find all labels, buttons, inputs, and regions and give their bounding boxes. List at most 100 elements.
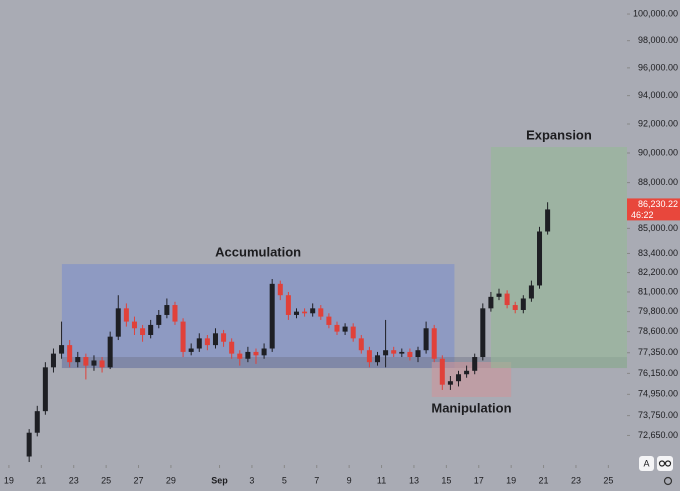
candle-body — [407, 351, 413, 358]
y-tick-label: 79,800.00 — [638, 306, 678, 316]
x-tick-label: 9 — [347, 475, 352, 485]
zone-label: Manipulation — [431, 400, 511, 415]
y-tick-label: 81,000.00 — [638, 286, 678, 296]
settings-icon[interactable] — [663, 476, 673, 486]
candle-body — [91, 360, 97, 366]
candle-body — [221, 333, 227, 342]
candle-body — [212, 333, 218, 346]
x-tick-label: 21 — [539, 475, 549, 485]
x-tick-label: 7 — [314, 475, 319, 485]
x-tick-label: 19 — [4, 475, 14, 485]
candle-body — [520, 298, 526, 310]
price-tag — [627, 198, 680, 221]
y-tick-label: 78,600.00 — [638, 326, 678, 336]
candle-body — [374, 355, 381, 363]
candle-body — [26, 432, 32, 457]
candle-body — [123, 308, 129, 322]
candle-body — [528, 285, 534, 299]
log-icon — [664, 460, 672, 467]
log-icon — [658, 460, 666, 467]
candle-body — [261, 348, 267, 356]
x-tick-label: 25 — [101, 475, 111, 485]
x-tick-label: 11 — [377, 475, 386, 485]
scale-button-label: A — [643, 458, 649, 468]
y-tick-label: 83,400.00 — [638, 248, 678, 258]
axes: 100,000.00 98,000.00 96,000.00 94,000.00 92,… — [4, 8, 680, 485]
x-tick-label: 23 — [571, 475, 581, 485]
zone-label: Expansion — [526, 127, 592, 142]
candle-body — [204, 338, 210, 346]
candle-body — [415, 350, 421, 358]
x-tick-label: 23 — [69, 475, 79, 485]
y-tick-label: 98,000.00 — [638, 35, 678, 45]
candle-body — [310, 308, 316, 314]
candle-body — [253, 351, 259, 356]
candles — [26, 202, 551, 463]
y-tick-label: 90,000.00 — [638, 147, 678, 157]
candle-body — [107, 336, 113, 368]
candle-body — [350, 326, 356, 339]
candle-body — [431, 328, 437, 359]
candle-body — [229, 341, 235, 354]
candle-body — [480, 308, 486, 358]
candle-body — [464, 370, 470, 375]
price-tag-label: 86,230.22 — [638, 199, 678, 209]
x-tick-label: 19 — [506, 475, 516, 485]
x-tick-label: Sep — [211, 475, 228, 485]
zone-label: Accumulation — [215, 245, 301, 260]
candle-body — [512, 305, 518, 310]
candle-body — [83, 357, 89, 366]
candle-body — [172, 305, 178, 322]
candle-body — [334, 324, 340, 332]
x-tick-label: 17 — [474, 475, 484, 485]
x-tick-label: 25 — [603, 475, 613, 485]
x-tick-label: 27 — [134, 475, 144, 485]
candle-body — [180, 321, 186, 352]
candle-body — [148, 324, 154, 335]
candle-body — [455, 374, 462, 382]
candle-body — [59, 345, 65, 354]
candle-body — [439, 358, 445, 385]
candle-body — [496, 293, 502, 297]
candle-body — [504, 293, 510, 306]
candle-body — [383, 350, 389, 356]
x-tick-label: 15 — [441, 475, 451, 485]
candle-body — [423, 328, 429, 351]
candle-body — [318, 308, 324, 317]
candle-body — [196, 338, 202, 349]
x-tick-label: 13 — [409, 475, 419, 485]
candle-body — [156, 314, 162, 325]
y-tick-label: 92,000.00 — [638, 118, 678, 128]
y-tick-label: 82,200.00 — [638, 267, 678, 277]
candle-body — [188, 348, 194, 352]
candle-body — [366, 350, 372, 363]
y-tick-label: 72,650.00 — [638, 430, 678, 440]
zone — [490, 147, 627, 369]
candle-body — [140, 328, 146, 335]
y-tick-label: 94,000.00 — [638, 90, 678, 100]
candle-body — [34, 411, 40, 433]
y-tick-label: 88,000.00 — [638, 177, 678, 187]
y-tick-label: 85,000.00 — [638, 223, 678, 233]
candle-body — [67, 345, 73, 363]
candle-body — [277, 283, 283, 296]
y-tick-label: 73,750.00 — [638, 410, 678, 420]
x-tick-label: 21 — [36, 475, 46, 485]
candle-body — [342, 326, 348, 332]
candle-body — [115, 308, 121, 337]
candle-body — [245, 351, 251, 359]
candle-body — [237, 353, 243, 359]
candle-body — [285, 295, 291, 315]
candle-body — [537, 231, 543, 286]
y-tick-label: 77,350.00 — [638, 347, 678, 357]
candle-body — [472, 357, 478, 371]
candle-body — [99, 360, 105, 368]
candle-body — [131, 321, 137, 329]
candle-body — [302, 311, 308, 314]
candle-body — [50, 353, 56, 368]
x-tick-label: 29 — [166, 475, 176, 485]
scale-button[interactable] — [639, 456, 654, 471]
candle-body — [75, 357, 81, 363]
y-tick-label: 76,150.00 — [638, 368, 678, 378]
